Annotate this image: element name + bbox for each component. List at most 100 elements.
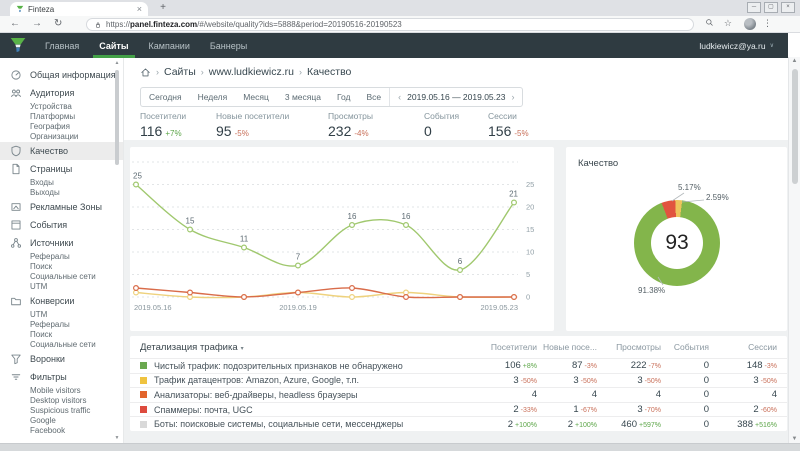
browser-menu-icon[interactable]: ⋮ [763,18,772,29]
metric-change: -5% [235,129,249,138]
scroll-down-icon[interactable]: ▼ [789,436,800,442]
sidebar-item-качество[interactable]: Качество [0,142,123,160]
date-range-picker[interactable]: ‹ 2019.05.16 — 2019.05.23 › [389,88,522,106]
funnel-icon [10,353,22,365]
table-title-dropdown[interactable]: Детализация трафика▾ [140,342,465,353]
nav-item-сайты[interactable]: Сайты [89,33,138,58]
table-row[interactable]: Боты: поисковые системы, социальные сети… [130,416,787,431]
sidebar-subitem-платформы[interactable]: Платформы [0,112,123,122]
period-tab-все[interactable]: Все [359,88,390,106]
sidebar-subitem-выходы[interactable]: Выходы [0,188,123,198]
sidebar-item-события[interactable]: События [0,216,123,234]
metric-value: 116 [140,123,162,139]
period-tab-неделя[interactable]: Неделя [190,88,236,106]
table-row[interactable]: Трафик датацентров: Amazon, Azure, Googl… [130,373,787,388]
traffic-line-chart: 05101520252019.05.162019.05.192019.05.23… [130,147,554,331]
period-tab-сегодня[interactable]: Сегодня [141,88,190,106]
period-tab-год[interactable]: Год [329,88,359,106]
metric-change: -5% [514,129,528,138]
scroll-up-icon[interactable]: ▲ [789,58,800,64]
scroll-down-icon[interactable]: ▼ [113,435,121,441]
sidebar-subitem-география[interactable]: География [0,122,123,132]
reload-icon[interactable]: ↻ [54,18,62,29]
restore-button[interactable]: ▢ [764,2,778,13]
sidebar-scroll-thumb[interactable] [115,70,119,165]
sidebar-item-источники[interactable]: Источники [0,234,123,252]
metric-события[interactable]: События0 [424,111,488,141]
sidebar-subitem-utm[interactable]: UTM [0,310,123,320]
sidebar-item-рекламные-зоны[interactable]: Рекламные Зоны [0,198,123,216]
metric-просмотры[interactable]: Просмотры232-4% [328,111,424,141]
new-tab-button[interactable]: + [156,1,170,14]
sidebar-subitem-организации[interactable]: Организации [0,132,123,142]
window-close-button[interactable]: × [781,2,795,13]
metric-сессии[interactable]: Сессии156-5% [488,111,568,141]
sidebar-subitem-mobile-visitors[interactable]: Mobile visitors [0,386,123,396]
table-row[interactable]: Спаммеры: почта, UGC2-33%1-67%3-70%02-60… [130,402,787,417]
sidebar-subitem-google[interactable]: Google [0,416,123,426]
breadcrumb-item[interactable]: Качество [307,66,351,78]
sidebar-subitem-рефералы[interactable]: Рефералы [0,320,123,330]
metric-посетители[interactable]: Посетители116+7% [140,111,216,141]
nav-item-баннеры[interactable]: Баннеры [200,33,257,58]
sidebar-subitem-входы[interactable]: Входы [0,178,123,188]
sidebar-item-label: События [30,220,67,230]
breadcrumb-separator: › [299,67,302,77]
sidebar-item-фильтры[interactable]: Фильтры [0,368,123,386]
sidebar-subitem-социальные-сети[interactable]: Социальные сети [0,340,123,350]
breadcrumb-item[interactable]: www.ludkiewicz.ru [209,66,294,78]
table-column-header: События [661,342,709,352]
sidebar-subitem-поиск[interactable]: Поиск [0,262,123,272]
svg-text:6: 6 [458,257,463,266]
sidebar-subitem-facebook[interactable]: Facebook [0,426,123,436]
sidebar-subitem-utm[interactable]: UTM [0,282,123,292]
period-tab-3-месяца[interactable]: 3 месяца [277,88,329,106]
events-icon [10,219,22,231]
chevron-left-icon[interactable]: ‹ [398,92,401,102]
breadcrumb-item[interactable]: Сайты [164,66,196,78]
sidebar-subitem-рефералы[interactable]: Рефералы [0,252,123,262]
scroll-up-icon[interactable]: ▲ [113,60,121,66]
user-menu[interactable]: ludkiewicz@ya.ru ∨ [699,33,774,58]
tab-close-icon[interactable]: × [137,5,142,14]
metric-value: 232 [328,123,351,139]
sidebar-subitem-социальные-сети[interactable]: Социальные сети [0,272,123,282]
table-row[interactable]: Чистый трафик: подозрительных признаков … [130,358,787,373]
finteza-logo-icon[interactable] [9,36,27,54]
sidebar-subitem-suspicious-traffic[interactable]: Suspicious traffic [0,406,123,416]
table-cell: 388+516% [709,419,777,430]
chevron-right-icon[interactable]: › [511,92,514,102]
nav-item-кампании[interactable]: Кампании [139,33,200,58]
sidebar-item-аудитория[interactable]: Аудитория [0,84,123,102]
sources-icon [10,237,22,249]
svg-text:2019.05.23: 2019.05.23 [480,303,518,312]
audience-icon [10,87,22,99]
period-tab-месяц[interactable]: Месяц [235,88,277,106]
sidebar-subitem-desktop-visitors[interactable]: Desktop visitors [0,396,123,406]
home-icon[interactable] [140,67,151,78]
bookmark-star-icon[interactable]: ☆ [724,18,732,29]
sidebar-item-общая-информация[interactable]: Общая информация [0,66,123,84]
browser-tab[interactable]: Finteza × [10,2,148,16]
page-scroll-thumb[interactable] [792,69,798,184]
metric-label: Посетители [140,111,216,121]
sidebar-subitem-поиск[interactable]: Поиск [0,330,123,340]
sidebar-item-конверсии[interactable]: Конверсии [0,292,123,310]
nav-item-главная[interactable]: Главная [35,33,89,58]
page-scrollbar[interactable]: ▲ ▼ [788,57,800,443]
back-icon[interactable]: ← [10,18,20,29]
sidebar-scrollbar[interactable]: ▲ ▼ [113,60,121,441]
svg-text:21: 21 [509,190,518,199]
sidebar-subitem-устройства[interactable]: Устройства [0,102,123,112]
address-bar[interactable]: https://panel.finteza.com/#/website/qual… [86,18,694,31]
search-icon[interactable] [705,18,714,29]
minimize-button[interactable]: ─ [747,2,761,13]
table-row[interactable]: Анализаторы: веб-драйверы, headless брау… [130,387,787,402]
table-cell: 0 [661,375,709,386]
table-cell: 4 [597,389,661,400]
forward-icon[interactable]: → [32,18,42,29]
metric-новые-посетители[interactable]: Новые посетители95-5% [216,111,328,141]
sidebar-item-страницы[interactable]: Страницы [0,160,123,178]
sidebar-item-воронки[interactable]: Воронки [0,350,123,368]
profile-avatar[interactable] [744,18,756,30]
